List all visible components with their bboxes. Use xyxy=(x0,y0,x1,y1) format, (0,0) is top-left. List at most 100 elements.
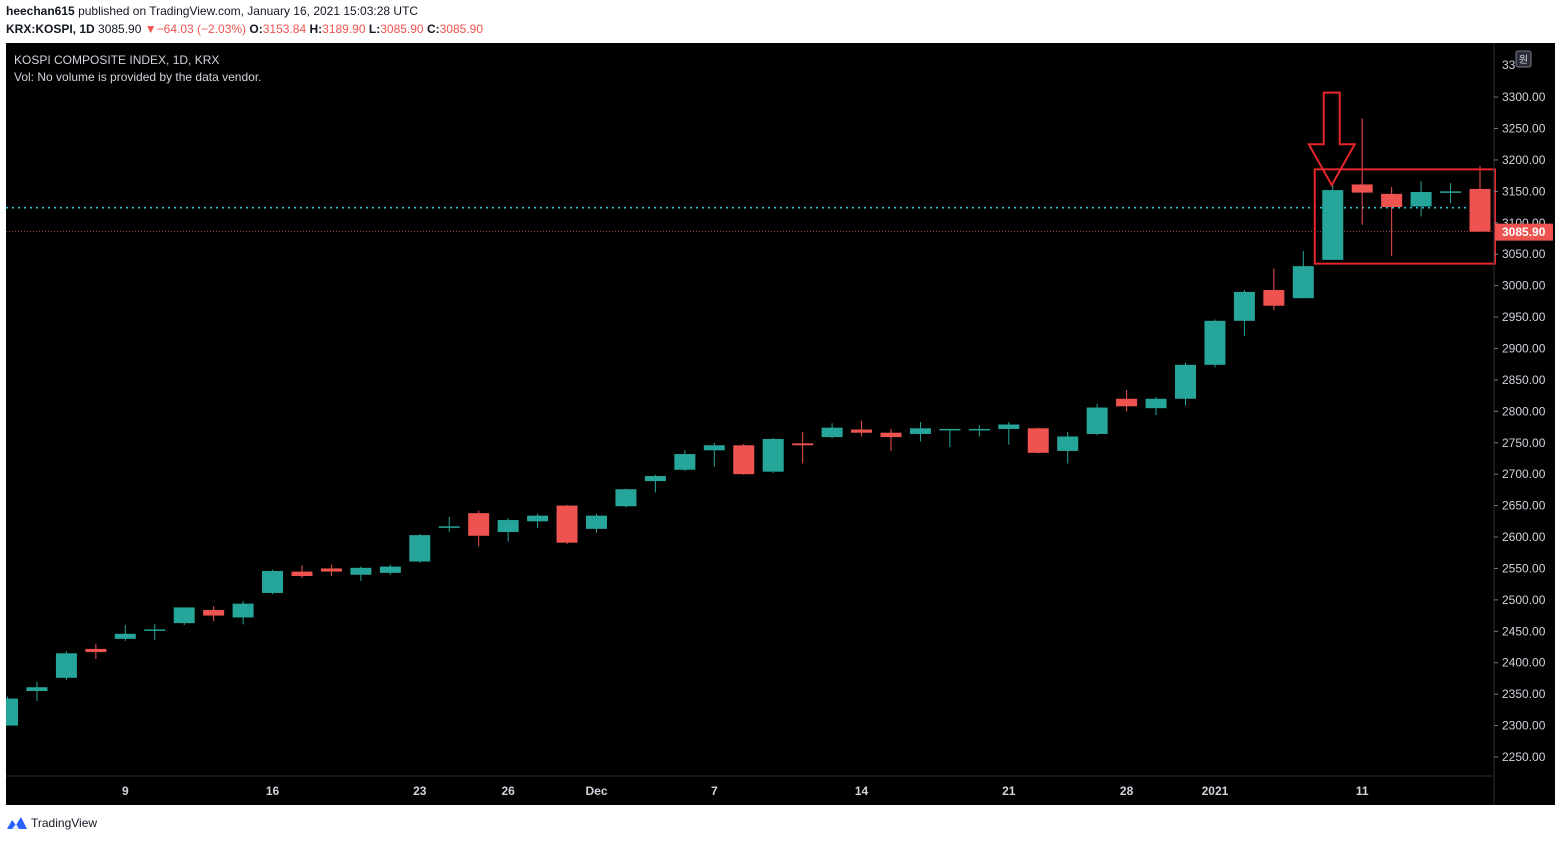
candle[interactable] xyxy=(1410,181,1432,217)
candle[interactable] xyxy=(1204,319,1226,368)
candle[interactable] xyxy=(762,437,784,473)
candle[interactable] xyxy=(1116,389,1138,412)
candle[interactable] xyxy=(1322,184,1344,260)
candle-body xyxy=(615,489,637,507)
y-tick-label: 2500.00 xyxy=(1502,593,1546,607)
y-tick-label: 3250.00 xyxy=(1502,122,1546,136)
candle-body xyxy=(909,428,931,434)
candle[interactable] xyxy=(1263,268,1285,311)
candle-body xyxy=(644,476,666,482)
candle[interactable] xyxy=(880,428,902,451)
candle[interactable] xyxy=(527,513,549,529)
candle[interactable] xyxy=(409,533,431,563)
chart-area[interactable]: 2250.00 2300.00 2350.00 2400.00 2450.00 2500.… xyxy=(0,43,1555,805)
down-arrow-annotation-icon[interactable] xyxy=(1307,91,1357,188)
publisher-line: heechan615 published on TradingView.com,… xyxy=(6,4,418,18)
candle[interactable] xyxy=(998,422,1020,445)
candle[interactable] xyxy=(968,425,990,437)
candle-body xyxy=(1381,193,1403,208)
candle-body xyxy=(1204,320,1226,365)
candle[interactable] xyxy=(851,420,873,437)
last-price: 3085.90 xyxy=(98,22,142,36)
candle[interactable] xyxy=(644,474,666,493)
candle-body xyxy=(586,515,607,529)
candle[interactable] xyxy=(556,504,578,544)
candle-body xyxy=(144,629,166,631)
tradingview-logo-icon[interactable] xyxy=(6,816,28,830)
x-tick-label: 26 xyxy=(501,784,515,798)
candle[interactable] xyxy=(262,569,284,595)
y-tick-label: 2300.00 xyxy=(1502,719,1546,733)
candle-body xyxy=(703,445,725,451)
candle[interactable] xyxy=(792,432,814,464)
highlight-rectangle[interactable] xyxy=(1313,168,1496,265)
candle-body xyxy=(1057,436,1079,451)
low-label: L: xyxy=(368,22,381,36)
candle[interactable] xyxy=(615,488,637,508)
candle[interactable] xyxy=(320,564,342,576)
candle[interactable] xyxy=(144,623,166,641)
candle[interactable] xyxy=(0,696,18,726)
candle[interactable] xyxy=(438,516,460,532)
candle[interactable] xyxy=(821,423,843,439)
candle[interactable] xyxy=(1057,432,1079,464)
candle[interactable] xyxy=(1145,396,1167,416)
candle-body xyxy=(1263,290,1285,306)
low-value: 3085.90 xyxy=(380,22,424,36)
candle[interactable] xyxy=(1440,183,1462,204)
candle[interactable] xyxy=(1469,166,1491,232)
author-name[interactable]: heechan615 xyxy=(6,4,75,18)
scale-unit-badge[interactable]: 원 xyxy=(1515,50,1532,68)
scale-unit-box xyxy=(1515,50,1532,68)
footer-brand[interactable]: TradingView xyxy=(31,816,98,830)
candle-body xyxy=(320,568,342,572)
candle[interactable] xyxy=(674,450,696,472)
candle[interactable] xyxy=(1027,427,1049,454)
candle[interactable] xyxy=(85,643,107,659)
candle[interactable] xyxy=(909,422,931,442)
candle[interactable] xyxy=(379,564,401,575)
candle[interactable] xyxy=(468,510,490,547)
candle[interactable] xyxy=(291,565,313,578)
candle-body xyxy=(1322,190,1344,260)
candle-body xyxy=(821,427,843,438)
candle-body xyxy=(674,454,696,470)
y-tick-label: 2700.00 xyxy=(1502,467,1546,481)
candle[interactable] xyxy=(703,442,725,467)
candle[interactable] xyxy=(173,607,195,626)
down-arrow-icon: ▼ xyxy=(144,22,157,36)
candle[interactable] xyxy=(733,444,755,475)
candle[interactable] xyxy=(55,651,77,681)
y-tick-label: 2950.00 xyxy=(1502,310,1546,324)
candle[interactable] xyxy=(1292,251,1314,299)
candle[interactable] xyxy=(1175,362,1196,406)
candle[interactable] xyxy=(26,681,48,702)
candle[interactable] xyxy=(1351,118,1373,225)
candle[interactable] xyxy=(232,601,254,625)
candle[interactable] xyxy=(1381,186,1403,257)
candle[interactable] xyxy=(203,606,225,622)
candle-body xyxy=(880,432,902,438)
y-tick-label: 2600.00 xyxy=(1502,530,1546,544)
candle-body xyxy=(262,570,284,593)
candle[interactable] xyxy=(497,518,519,542)
candle[interactable] xyxy=(1233,290,1255,336)
candle[interactable] xyxy=(939,428,961,448)
candle-body xyxy=(379,566,401,573)
y-tick-label: 2750.00 xyxy=(1502,436,1546,450)
candle-body xyxy=(26,687,48,692)
x-tick-label: 7 xyxy=(711,784,718,798)
scale-unit-label: 원 xyxy=(1519,54,1528,66)
candle[interactable] xyxy=(350,566,372,582)
close-label: C: xyxy=(426,22,440,36)
candle[interactable] xyxy=(114,625,136,641)
open-label: O: xyxy=(249,22,263,36)
open-value: 3153.84 xyxy=(262,22,307,36)
candle-body xyxy=(1233,291,1255,321)
candlestick-chart[interactable]: 2250.00 2300.00 2350.00 2400.00 2450.00 2500.… xyxy=(0,43,1555,805)
candle-body xyxy=(55,653,77,678)
ohlc-line: KRX:KOSPI, 1D 3085.90 ▼−64.03 (−2.03%) O… xyxy=(6,22,483,36)
candle[interactable] xyxy=(586,513,607,533)
candle[interactable] xyxy=(1086,403,1108,436)
symbol-label: KRX:KOSPI, 1D xyxy=(6,22,95,36)
